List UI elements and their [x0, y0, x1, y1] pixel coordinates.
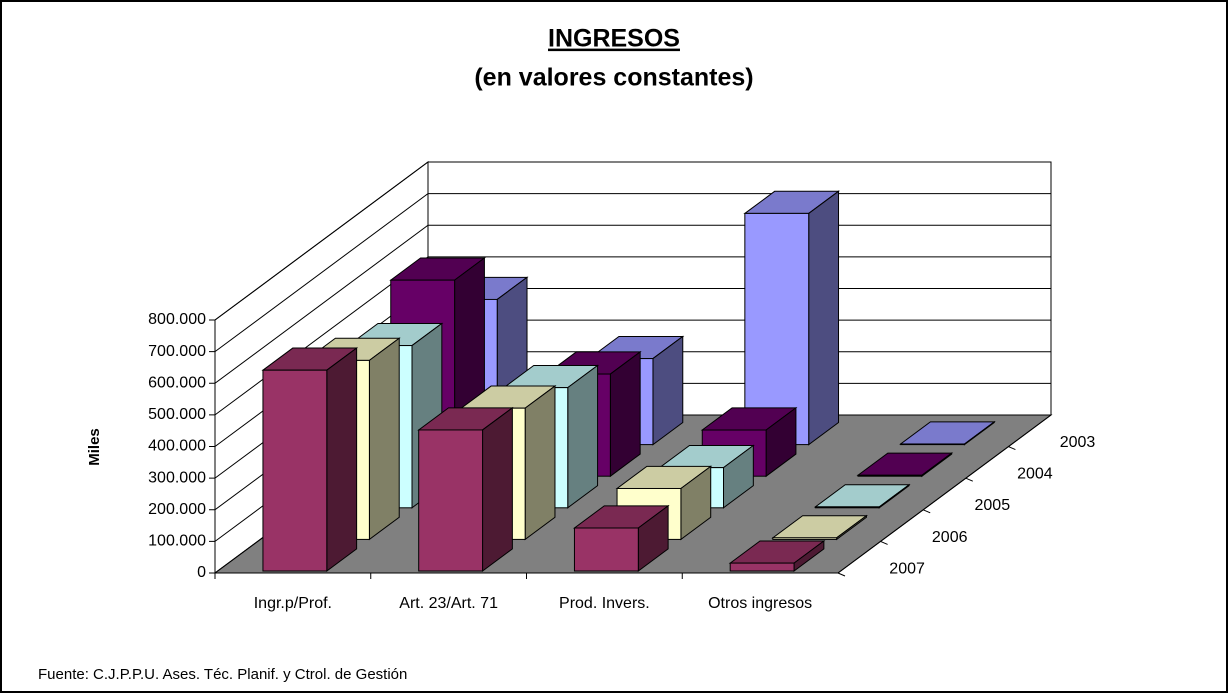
bar — [418, 429, 484, 572]
y-tick-label: 700.000 — [148, 343, 206, 360]
y-tick-label: 100.000 — [148, 533, 206, 550]
bar — [772, 537, 838, 540]
depth-tick-label: 2003 — [1060, 434, 1096, 451]
chart-subtitle: (en valores constantes) — [474, 64, 753, 92]
depth-tick — [880, 540, 888, 545]
bar-side — [482, 406, 513, 572]
bar — [857, 474, 923, 477]
grid-line — [214, 224, 1051, 384]
depth-tick-label: 2006 — [932, 529, 968, 546]
bar — [573, 527, 639, 572]
depth-tick-label: 2007 — [889, 560, 925, 577]
bar — [900, 443, 965, 446]
y-tick-label: 200.000 — [148, 501, 206, 518]
y-tick-label: 400.000 — [148, 438, 206, 455]
chart-title: INGRESOS — [548, 25, 680, 53]
bar — [729, 562, 795, 572]
bar-side — [567, 364, 599, 509]
depth-tick — [837, 572, 846, 577]
depth-tick — [965, 477, 973, 482]
y-tick-label: 300.000 — [148, 469, 206, 486]
y-tick-label: 800.000 — [148, 311, 206, 328]
grid-line — [214, 161, 1051, 321]
x-tick-label: Art. 23/Art. 71 — [399, 595, 498, 612]
depth-tick — [1008, 446, 1016, 451]
depth-tick-label: 2005 — [975, 497, 1011, 514]
x-tick-label: Otros ingresos — [708, 595, 812, 612]
bar — [744, 212, 810, 446]
depth-axis — [837, 414, 1052, 574]
grid-line — [214, 193, 1051, 353]
source-note: Fuente: C.J.P.P.U. Ases. Téc. Planif. y … — [38, 666, 407, 683]
depth-tick — [923, 509, 931, 514]
y-tick-label: 500.000 — [148, 406, 206, 423]
x-tick-label: Prod. Invers. — [559, 595, 650, 612]
x-tick-label: Ingr.p/Prof. — [254, 595, 332, 612]
y-tick-label: 600.000 — [148, 374, 206, 391]
bar-side — [808, 190, 840, 446]
bar-side — [524, 385, 556, 541]
bar-side — [609, 350, 641, 478]
bar — [814, 506, 880, 509]
y-tick-label: 0 — [197, 564, 206, 581]
depth-tick-label: 2004 — [1017, 466, 1053, 483]
y-axis-label: Miles — [86, 428, 103, 466]
bar-side — [368, 337, 400, 541]
bar — [262, 369, 328, 572]
bar-side — [326, 347, 358, 572]
